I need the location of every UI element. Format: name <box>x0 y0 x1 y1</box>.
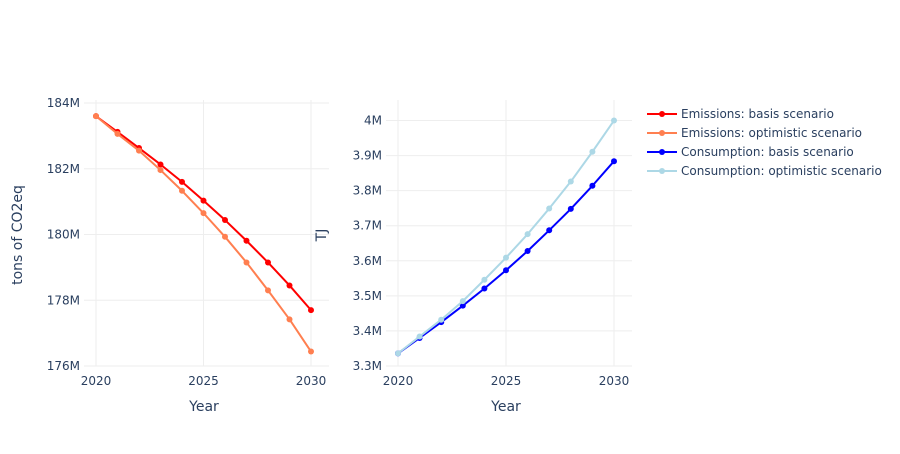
emissions-data-point <box>93 113 99 120</box>
legend-label: Consumption: optimistic scenario <box>681 164 882 178</box>
consumption-panel: 3.3M 3.4M 3.5M 3.6M 3.7M 3.8M 3.9M 4M 2020 2025 20… <box>314 100 632 415</box>
y-tick-label: 182M <box>47 162 80 176</box>
emissions-data-point <box>308 307 314 314</box>
consumption-data-point <box>546 227 553 234</box>
consumption-series <box>395 117 617 357</box>
legend-marker <box>659 168 665 174</box>
y-tick-label: 3.7M <box>353 219 382 233</box>
emissions-data-point <box>200 210 207 217</box>
emissions-data-point <box>243 259 250 266</box>
y-tick-label: 4M <box>364 114 382 128</box>
consumption-data-point <box>438 316 445 323</box>
legend-marker <box>659 111 665 117</box>
emissions-data-point <box>286 282 293 289</box>
consumption-grid <box>386 100 632 367</box>
emissions-ticks: 176M 178M 180M 182M 184M 2020 2025 2030 <box>47 96 327 388</box>
consumption-data-point <box>416 333 423 340</box>
emissions-data-point <box>222 217 228 224</box>
consumption-data-point <box>546 205 553 212</box>
y-tick-label: 3.4M <box>353 324 382 338</box>
x-tick-label: 2020 <box>81 374 112 388</box>
consumption-data-point <box>481 285 488 292</box>
emissions-data-point <box>157 161 164 168</box>
consumption-data-point <box>459 302 466 309</box>
consumption-y-axis-title: TJ <box>314 229 330 243</box>
emissions-data-point <box>222 233 228 240</box>
consumption-data-point <box>459 298 466 305</box>
legend-marker <box>659 149 665 155</box>
emissions-data-point <box>179 187 185 194</box>
emissions-data-point <box>136 147 142 154</box>
y-tick-label: 3.3M <box>353 359 382 373</box>
emissions-y-axis-title: tons of CO2eq <box>10 185 26 285</box>
emissions-data-point <box>200 197 207 204</box>
x-tick-label: 2020 <box>383 374 414 388</box>
consumption-data-point <box>524 247 531 254</box>
x-tick-label: 2030 <box>599 374 630 388</box>
emissions-grid <box>84 100 329 367</box>
y-tick-label: 3.9M <box>353 149 382 163</box>
y-tick-label: 3.5M <box>353 289 382 303</box>
emissions-x-axis-title: Year <box>188 399 219 415</box>
emissions-series <box>93 113 314 355</box>
x-tick-label: 2025 <box>188 374 219 388</box>
legend-marker <box>659 130 665 136</box>
x-tick-label: 2025 <box>491 374 522 388</box>
consumption-data-point <box>503 254 509 261</box>
consumption-data-point <box>589 148 596 155</box>
y-tick-label: 176M <box>47 359 80 373</box>
emissions-data-point <box>308 348 314 355</box>
consumption-data-point <box>611 158 617 165</box>
y-tick-label: 178M <box>47 293 80 307</box>
y-tick-label: 180M <box>47 228 80 242</box>
consumption-data-point <box>567 205 574 212</box>
y-tick-label: 3.6M <box>353 254 382 268</box>
emissions-data-point <box>243 237 250 244</box>
legend: Emissions: basis scenario Emissions: opti… <box>647 107 882 178</box>
consumption-data-point <box>589 182 596 189</box>
legend-item: Consumption: optimistic scenario <box>647 164 882 178</box>
consumption-ticks: 3.3M 3.4M 3.5M 3.6M 3.7M 3.8M 3.9M 4M 2020 2025 20… <box>353 114 630 388</box>
legend-item: Emissions: basis scenario <box>647 107 834 121</box>
y-tick-label: 3.8M <box>353 184 382 198</box>
legend-label: Emissions: optimistic scenario <box>681 126 862 140</box>
legend-label: Consumption: basis scenario <box>681 145 854 159</box>
consumption-data-point <box>503 267 509 274</box>
x-tick-label: 2030 <box>296 374 327 388</box>
emissions-data-point <box>265 287 271 294</box>
consumption-data-point <box>524 231 531 238</box>
emissions-data-point <box>286 316 293 323</box>
consumption-data-point <box>395 350 401 357</box>
consumption-data-point <box>611 117 617 124</box>
y-tick-label: 184M <box>47 96 80 110</box>
legend-label: Emissions: basis scenario <box>681 107 834 121</box>
emissions-data-point <box>265 259 271 266</box>
emissions-panel: 176M 178M 180M 182M 184M 2020 2025 2030 Year to… <box>10 96 329 415</box>
consumption-x-axis-title: Year <box>490 399 521 415</box>
legend-item: Emissions: optimistic scenario <box>647 126 862 140</box>
emissions-data-point <box>157 167 164 174</box>
legend-item: Consumption: basis scenario <box>647 145 854 159</box>
consumption-data-point <box>567 178 574 185</box>
emissions-data-point <box>114 130 121 137</box>
consumption-data-point <box>481 276 488 283</box>
emissions-data-point <box>179 178 185 185</box>
